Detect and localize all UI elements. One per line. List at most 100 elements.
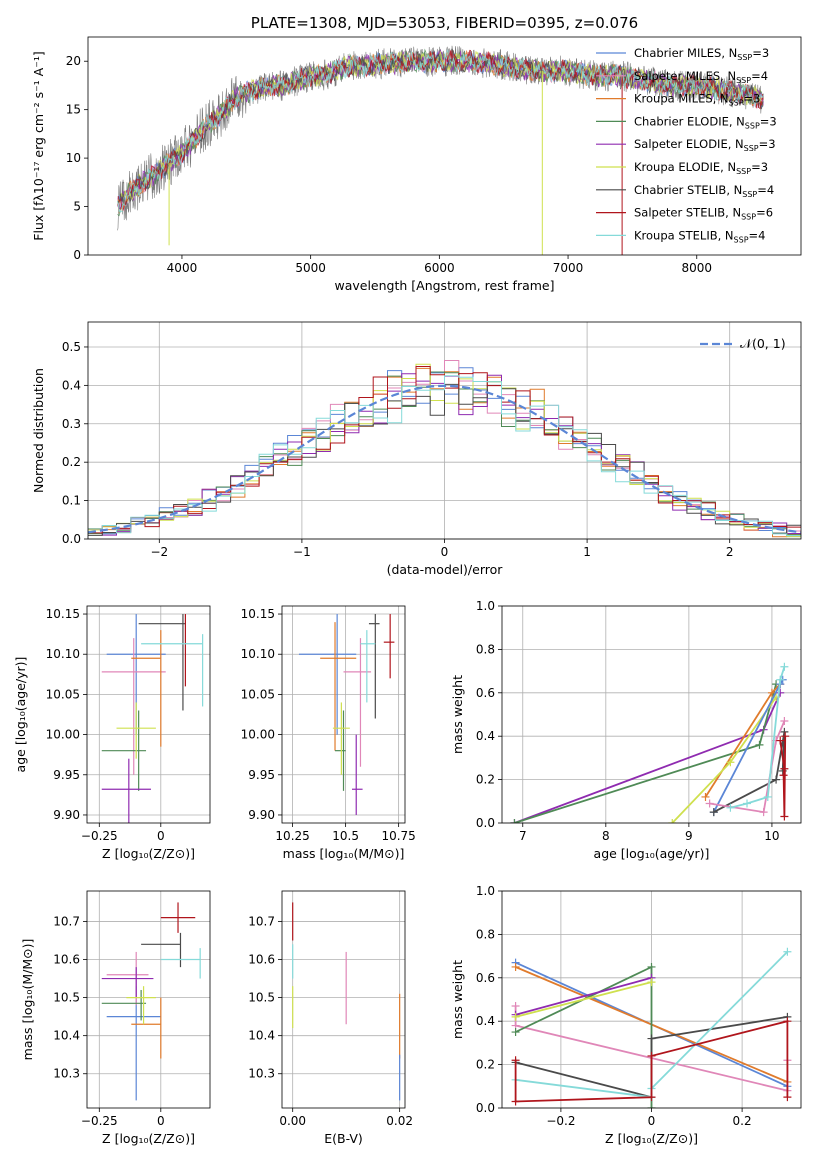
- y-tick-label: 0.4: [62, 378, 81, 392]
- y-tick-label: 0.5: [62, 340, 81, 354]
- y-tick-label: 0.4: [476, 729, 495, 743]
- legend-label: Chabrier STELIB, NSSP=4: [634, 183, 774, 199]
- x-axis-label: mass [log₁₀(M/M⊙)]: [283, 846, 405, 861]
- histogram-kroupa-stelib: [88, 375, 801, 536]
- legend-label: 𝒩(0, 1): [740, 336, 786, 351]
- y-tick-label: 9.90: [53, 808, 80, 822]
- legend-label-tail: =3: [752, 46, 769, 60]
- x-axis-label: E(B-V): [324, 1131, 363, 1146]
- weight-marker-salpeter-stelib: [781, 732, 790, 741]
- weight-marker-kroupa-stelib: [780, 662, 789, 671]
- weight-marker-salpeter-elodie: [776, 688, 785, 697]
- y-tick-label: 0.6: [476, 686, 495, 700]
- weight-marker-salpeter-stelib: [783, 1017, 792, 1026]
- axes-frame: [281, 605, 406, 824]
- legend-label-sub: SSP: [742, 190, 757, 199]
- legend-label-sub: SSP: [741, 213, 756, 222]
- y-tick-label: 10.15: [241, 607, 275, 621]
- legend-label: Chabrier ELODIE, NSSP=3: [634, 114, 777, 130]
- y-tick-label: 0.2: [62, 455, 81, 469]
- legend-label-main: Salpeter ELODIE, N: [634, 137, 744, 151]
- weight-marker-chabrier-elodie: [510, 819, 519, 823]
- x-tick-label: 10: [764, 829, 779, 843]
- y-tick-label: 10.10: [241, 647, 275, 661]
- plot-area: [88, 360, 801, 538]
- weight-marker-chabrier-elodie: [755, 740, 764, 749]
- y-tick-label: 0.2: [476, 773, 495, 787]
- legend-label-main: Kroupa MILES, N: [634, 92, 729, 106]
- legend-label-sub: SSP: [744, 144, 759, 153]
- y-tick-label: 0.0: [476, 816, 495, 830]
- x-tick-label: 0: [157, 829, 165, 843]
- y-tick-label: 0.8: [476, 642, 495, 656]
- x-axis-label: (data-model)/error: [387, 562, 504, 577]
- y-tick-label: 10.5: [53, 991, 80, 1005]
- x-axis-label: Z [log₁₀(Z/Z⊙)]: [102, 846, 195, 861]
- weight-marker-kroupa-stelib: [743, 799, 752, 808]
- y-tick-label: 10.3: [248, 1067, 275, 1081]
- plot-area: [101, 614, 204, 823]
- figure-title: PLATE=1308, MJD=53053, FIBERID=0395, z=0…: [251, 14, 638, 32]
- x-tick-label: −0.25: [81, 829, 118, 843]
- y-tick-label: 10.7: [53, 914, 80, 928]
- y-tick-label: 0.6: [476, 971, 495, 985]
- y-tick-label: 0.0: [476, 1101, 495, 1115]
- y-tick-label: 10.10: [46, 647, 80, 661]
- weight-marker-kroupa-elodie: [647, 978, 656, 987]
- panel-residuals: −2 −1 0 1 2 0.0 0.1 0.2 0.3 0.4 0.5 (data-model)/er…: [31, 321, 802, 577]
- weight-marker-salpeter-stelib: [647, 1093, 656, 1102]
- y-tick-label: 10.7: [248, 914, 275, 928]
- weight-marker-kroupa-elodie: [726, 758, 735, 767]
- x-tick-label: 5000: [295, 261, 326, 275]
- y-tick-label: 5: [73, 200, 81, 214]
- plot-area: [511, 947, 792, 1108]
- x-tick-label: 7: [519, 829, 527, 843]
- y-tick-label: 10.00: [241, 728, 275, 742]
- x-tick-label: −2: [150, 545, 168, 559]
- panel-weight_vs_Z: −0.2 0 0.2 0.0 0.2 0.4 0.6 0.8 1.0 Z [log₁₀(Z/Z⊙)…: [450, 884, 802, 1146]
- y-tick-label: 1.0: [476, 884, 495, 898]
- weight-marker-kroupa-miles: [701, 792, 710, 801]
- x-tick-label: 7000: [553, 261, 584, 275]
- legend-label: Kroupa MILES, NSSP=3: [634, 92, 760, 108]
- axes-frame: [87, 36, 802, 256]
- legend-label: Salpeter ELODIE, NSSP=3: [634, 137, 776, 153]
- legend-label-main: Chabrier MILES, N: [634, 46, 737, 60]
- legend-label-tail: =4: [757, 183, 774, 197]
- panel-age_vs_Z: −0.25 0 9.90 9.95 10.00 10.05 10.10 10.15 Z [log…: [13, 605, 211, 861]
- y-axis-label: age [log₁₀(age/yr)]: [13, 657, 28, 773]
- y-axis-label: mass weight: [450, 960, 465, 1039]
- x-tick-label: 9: [685, 829, 693, 843]
- weight-marker-kroupa-stelib: [763, 792, 772, 801]
- x-tick-label: 0.00: [279, 1114, 306, 1128]
- x-tick-label: 1: [583, 545, 591, 559]
- plot-area: [292, 902, 401, 1101]
- y-tick-label: 0.3: [62, 417, 81, 431]
- weight-marker-chabrier-elodie: [647, 962, 656, 971]
- legend-label-main: Chabrier STELIB, N: [634, 183, 742, 197]
- weight-marker-chabrier-stelib: [780, 727, 789, 736]
- axes-frame: [86, 605, 211, 824]
- legend-label-sub: SSP: [729, 99, 744, 108]
- histogram-chabrier-stelib: [88, 383, 801, 536]
- weight-marker-kroupa-miles: [767, 688, 776, 697]
- legend-label-main: Chabrier ELODIE, N: [634, 114, 745, 128]
- y-axis-label: Normed distribution: [31, 368, 46, 493]
- model-spectrum-kroupa-stelib: [117, 49, 764, 213]
- weight-line-salpeter-elodie: [515, 976, 652, 1016]
- panel-mass_vs_Z: −0.25 0 10.3 10.4 10.5 10.6 10.7 Z [log₁₀(Z/Z⊙)…: [20, 890, 211, 1146]
- x-tick-label: 2: [726, 545, 734, 559]
- legend-label-tail: =3: [759, 137, 776, 151]
- y-tick-label: 10.00: [46, 728, 80, 742]
- weight-marker-kroupa-elodie: [511, 1012, 520, 1021]
- y-tick-label: 9.90: [248, 808, 275, 822]
- plot-area: [101, 902, 201, 1101]
- y-tick-label: 0.1: [62, 494, 81, 508]
- legend-label-main: Salpeter STELIB, N: [634, 206, 741, 220]
- x-tick-label: 0: [441, 545, 449, 559]
- weight-marker-kroupa-stelib: [783, 947, 792, 956]
- y-tick-label: 0.2: [476, 1058, 495, 1072]
- weight-line-kroupa-elodie: [671, 696, 777, 823]
